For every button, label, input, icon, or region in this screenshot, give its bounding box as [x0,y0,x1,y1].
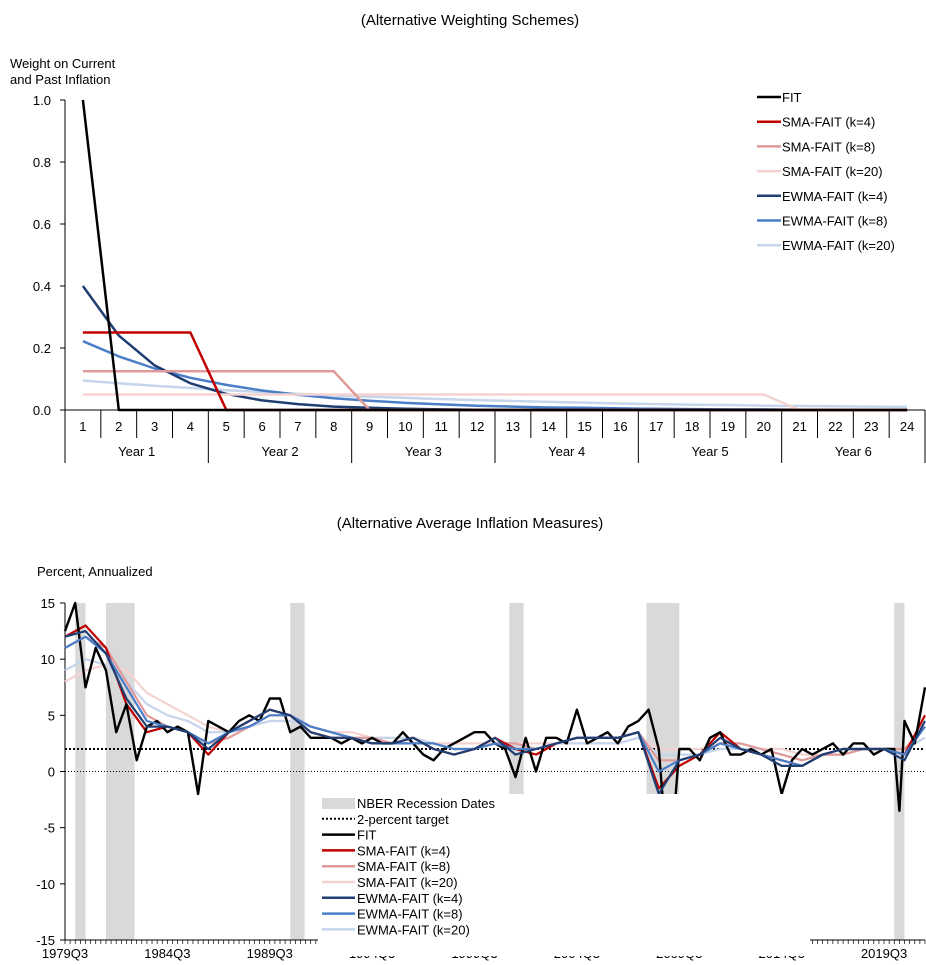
chart2-legend-label: NBER Recession Dates [357,796,495,811]
chart1-quarter-label: 19 [721,419,735,434]
chart1-quarter-label: 15 [577,419,591,434]
chart2-title: (Alternative Average Inflation Measures) [337,515,604,532]
chart1-quarter-label: 21 [792,419,806,434]
chart1-quarter-label: 11 [435,419,449,434]
chart2-recession-band [290,603,305,940]
chart2-legend-label: EWMA-FAIT (k=20) [357,922,470,937]
chart2-ylabel: Percent, Annualized [37,564,153,579]
chart1-ytick-label: 0.2 [33,341,51,356]
chart2-series-ewma4 [64,629,926,796]
chart1-quarter-label: 20 [757,419,771,434]
chart1-legend-label: EWMA-FAIT (k=8) [782,214,888,229]
chart1-legend: FIT SMA-FAIT (k=4) SMA-FAIT (k=8) SMA-FAIT … [757,90,895,253]
chart2-legend-label: SMA-FAIT (k=20) [357,875,458,890]
chart1-quarter-label: 8 [330,419,337,434]
chart2-legend-label: EWMA-FAIT (k=8) [357,907,463,922]
chart1-ytick-label: 0.6 [33,217,51,232]
chart1-quarter-label: 9 [366,419,373,434]
chart1-quarter-label: 12 [470,419,484,434]
chart2-legend-background [318,794,810,956]
chart2-series-ewma20 [64,658,926,762]
chart2-legend-label: SMA-FAIT (k=8) [357,859,450,874]
chart1-tick-labels: 1.00.80.60.40.20.01 2 3 4 5 6 7 8 9 10 11 12 13 14 15 1… [33,93,914,459]
chart1-series-line [82,379,908,409]
chart1-legend-label: SMA-FAIT (k=4) [782,115,875,130]
chart1-series-line [81,285,908,412]
chart1-legend-label: SMA-FAIT (k=20) [782,164,883,179]
chart1-title: (Alternative Weighting Schemes) [361,12,579,29]
chart1-quarter-label: 22 [828,419,842,434]
chart2-ytick-label: 10 [41,652,55,667]
chart1-quarter-label: 6 [258,419,265,434]
chart2-xtick-label: 2019Q3 [861,946,907,961]
chart1-ytick-label: 0.4 [33,279,51,294]
chart1-quarter-label: 7 [294,419,301,434]
chart2-legend-label: SMA-FAIT (k=4) [357,843,450,858]
chart2-series [63,601,926,880]
chart1-year-label: Year 5 [691,444,728,459]
chart1-quarter-label: 13 [506,419,520,434]
chart1-year-label: Year 6 [835,444,872,459]
chart1-quarter-label: 10 [398,419,412,434]
chart1-quarter-label: 23 [864,419,878,434]
chart1-quarter-label: 3 [151,419,158,434]
chart1-legend-label: FIT [782,90,802,105]
chart1-legend-label: EWMA-FAIT (k=4) [782,189,888,204]
chart1-legend-label: SMA-FAIT (k=8) [782,139,875,154]
chart2-xtick-label: 1979Q3 [42,946,88,961]
chart2-series-sma20 [64,663,926,756]
chart1-ytick-label: 0.0 [33,403,51,418]
chart1-series-line [81,99,908,412]
chart1-ytick-label: 0.8 [33,155,51,170]
chart2-series-ewma8 [64,635,926,773]
chart2-xtick-label: 1984Q3 [144,946,190,961]
chart2-legend-label: FIT [357,828,377,843]
chart2-ytick-label: -15 [36,933,55,948]
chart1-quarter-label: 5 [223,419,230,434]
chart1-ytick-label: 1.0 [33,93,51,108]
chart1-series-line [82,393,908,412]
chart1-legend-label: EWMA-FAIT (k=20) [782,238,895,253]
chart2-ytick-label: 5 [48,708,55,723]
chart2-ytick-label: -10 [36,877,55,892]
chart1-quarter-label: 24 [900,419,914,434]
chart1-quarter-label: 2 [115,419,122,434]
chart1-ylabel-line2: and Past Inflation [10,72,110,87]
chart1-quarter-label: 1 [79,419,86,434]
chart1-year-label: Year 1 [118,444,155,459]
chart1-year-label: Year 4 [548,444,585,459]
chart1-ylabel-line1: Weight on Current [10,56,116,71]
weighting-chart: (Alternative Weighting Schemes) Weight o… [10,12,926,463]
chart1-series [81,99,908,412]
chart2-legend-label: EWMA-FAIT (k=4) [357,891,463,906]
chart1-quarter-label: 16 [613,419,627,434]
chart1-quarter-label: 14 [542,419,556,434]
chart2-legend-swatch [322,798,355,809]
chart1-quarter-label: 4 [187,419,194,434]
chart2-xtick-label: 1989Q3 [247,946,293,961]
chart2-legend-label: 2-percent target [357,812,449,827]
chart1-year-label: Year 2 [261,444,298,459]
chart1-quarter-label: 17 [649,419,663,434]
chart2-ytick-label: 15 [41,596,55,611]
chart1-year-label: Year 3 [405,444,442,459]
inflation-chart: (Alternative Average Inflation Measures)… [36,515,926,961]
chart2-ytick-label: 0 [48,765,55,780]
chart1-quarter-label: 18 [685,419,699,434]
chart2-ytick-label: -5 [43,821,55,836]
